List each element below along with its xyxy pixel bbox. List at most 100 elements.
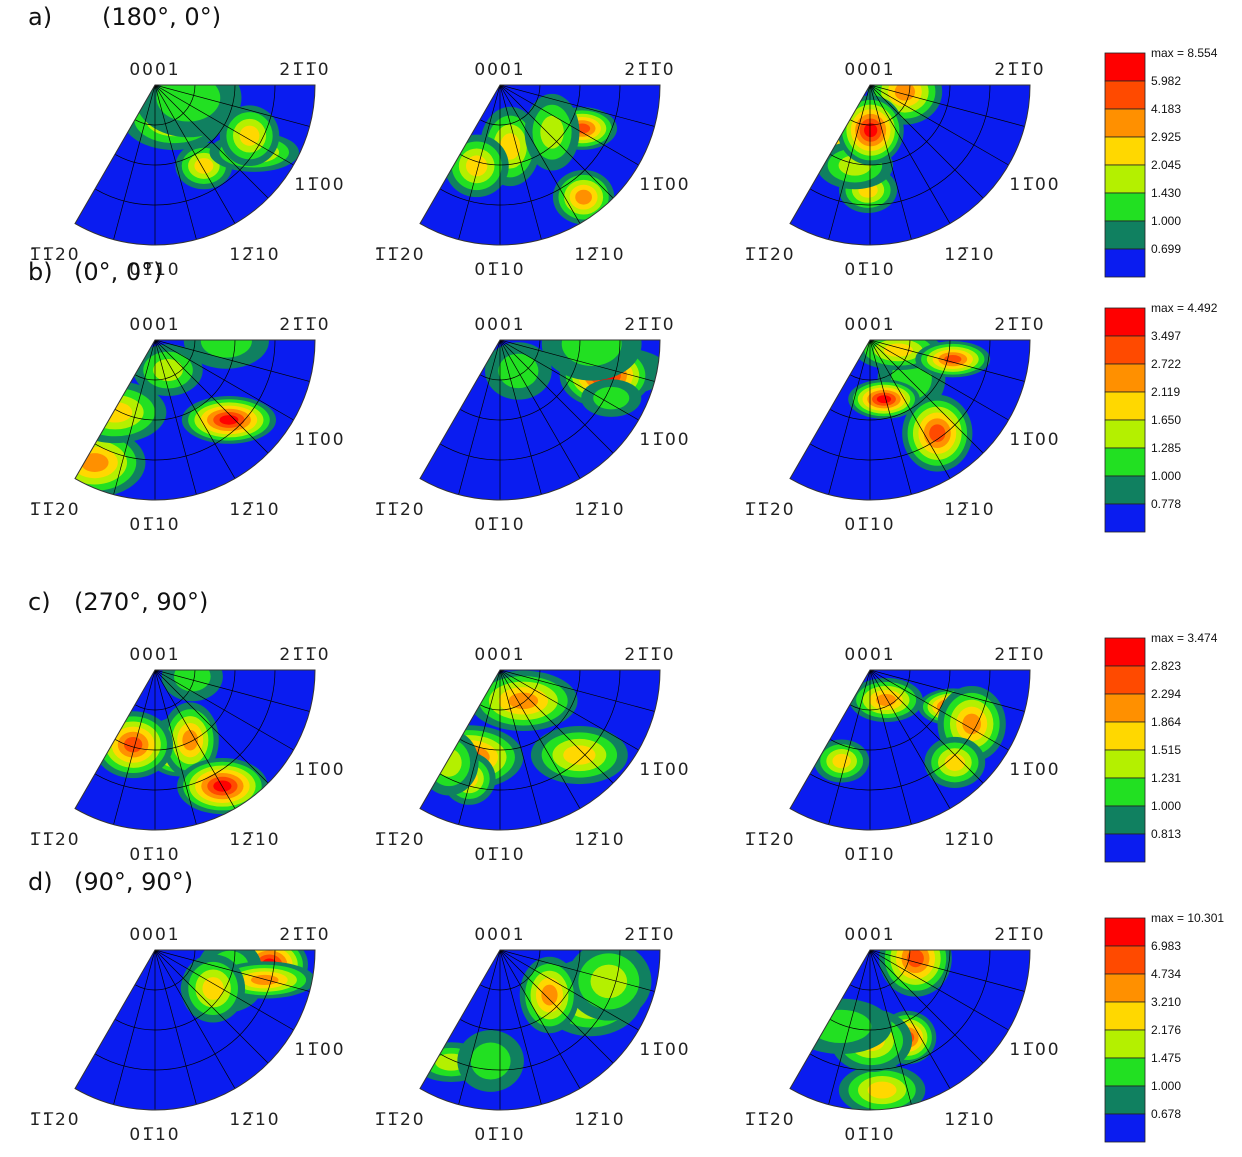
legend-swatch xyxy=(1104,192,1146,222)
pole-label: 11̅00 xyxy=(294,175,345,195)
pole-label: 0001 xyxy=(474,315,525,335)
grid-arc xyxy=(114,340,236,421)
legend-swatch xyxy=(1104,973,1146,1003)
contour xyxy=(470,1042,511,1080)
grid-arc xyxy=(114,670,236,751)
pole-figure xyxy=(75,670,315,830)
legend-swatch xyxy=(1104,363,1146,393)
pole-label: 1̅1̅20 xyxy=(374,245,425,265)
pole-figure xyxy=(790,340,1030,500)
grid-arc xyxy=(479,670,541,711)
pole-label: 12̅10 xyxy=(574,1110,625,1130)
contour xyxy=(864,123,878,138)
legend-level: 4.734 xyxy=(1151,967,1181,981)
grid-arc xyxy=(829,950,951,1031)
pole-label: 0001 xyxy=(129,925,180,945)
contour xyxy=(929,424,946,443)
grid-arc xyxy=(829,85,951,166)
grid-arc xyxy=(459,670,581,751)
pole-label: 21̅1̅0 xyxy=(279,60,330,80)
pole-label: 12̅10 xyxy=(944,500,995,520)
sector-outline xyxy=(419,949,661,1111)
pole-label: 0001 xyxy=(474,925,525,945)
pole-label: 21̅1̅0 xyxy=(279,925,330,945)
legend-swatch xyxy=(1104,1085,1146,1115)
legend-swatch xyxy=(1104,945,1146,975)
contour xyxy=(876,693,897,706)
pole-label: 11̅00 xyxy=(1009,1040,1060,1060)
grid-arc xyxy=(849,85,911,126)
grid-arc xyxy=(829,340,951,421)
grid-arc xyxy=(809,950,991,1071)
pole-label: 21̅1̅0 xyxy=(624,60,675,80)
pole-label: 12̅10 xyxy=(229,245,280,265)
legend-level: 0.699 xyxy=(1151,242,1181,256)
sector-outline xyxy=(74,339,316,501)
pole-label: 11̅00 xyxy=(1009,175,1060,195)
grid-arc xyxy=(809,340,991,461)
row-angles: (180°, 0°) xyxy=(102,3,221,31)
pole-label: 21̅1̅0 xyxy=(624,315,675,335)
legend-level: 1.650 xyxy=(1151,413,1181,427)
pole-label: 11̅00 xyxy=(639,760,690,780)
pole-figure xyxy=(790,950,1030,1110)
legend-level: 2.823 xyxy=(1151,659,1181,673)
contour xyxy=(219,415,239,425)
row-label: b) xyxy=(28,258,53,286)
legend-swatch xyxy=(1104,1113,1146,1143)
pole-label: 1̅1̅20 xyxy=(744,245,795,265)
legend-level: 1.285 xyxy=(1151,441,1181,455)
grid-arc xyxy=(134,340,196,381)
legend-swatch xyxy=(1104,665,1146,695)
pole-label: 01̅10 xyxy=(474,1125,525,1145)
pole-figure xyxy=(75,340,315,500)
legend-level: 2.925 xyxy=(1151,130,1181,144)
pole-figure xyxy=(420,950,660,1110)
grid-arc xyxy=(134,85,196,126)
row-label: a) xyxy=(28,3,52,31)
pole-label: 12̅10 xyxy=(944,830,995,850)
pole-label: 01̅10 xyxy=(474,515,525,535)
contour xyxy=(590,964,628,999)
grid-arc xyxy=(829,670,951,751)
contour xyxy=(561,340,622,366)
pole-label: 1̅1̅20 xyxy=(29,500,80,520)
pole-label: 11̅00 xyxy=(294,1040,345,1060)
legend-level: 2.294 xyxy=(1151,687,1181,701)
pole-label: 12̅10 xyxy=(574,245,625,265)
pole-label: 12̅10 xyxy=(229,1110,280,1130)
legend-swatch xyxy=(1104,136,1146,166)
pole-label: 11̅00 xyxy=(1009,430,1060,450)
pole-label: 01̅10 xyxy=(474,260,525,280)
legend-swatch xyxy=(1104,749,1146,779)
pole-label: 1̅1̅20 xyxy=(29,245,80,265)
pole-label: 12̅10 xyxy=(229,830,280,850)
sector-outline xyxy=(74,669,316,831)
legend-swatch xyxy=(1104,307,1146,337)
legend-level: 1.000 xyxy=(1151,214,1181,228)
contour xyxy=(239,125,260,146)
pole-label: 12̅10 xyxy=(944,245,995,265)
grid-arc xyxy=(459,340,581,421)
pole-label: 21̅1̅0 xyxy=(994,925,1045,945)
contour xyxy=(173,670,211,692)
contour xyxy=(182,729,198,751)
row-label: c) xyxy=(28,588,51,616)
pole-label: 01̅10 xyxy=(129,260,180,280)
pole-label: 01̅10 xyxy=(844,260,895,280)
grid-arc xyxy=(459,85,581,166)
legend-level: 3.497 xyxy=(1151,329,1181,343)
pole-label: 1̅1̅20 xyxy=(29,1110,80,1130)
contour xyxy=(867,1081,897,1099)
sector-outline xyxy=(789,84,1031,246)
legend-swatch xyxy=(1104,777,1146,807)
grid-arc xyxy=(94,950,276,1071)
legend-swatch xyxy=(1104,52,1146,82)
legend-swatch xyxy=(1104,108,1146,138)
legend-swatch xyxy=(1104,833,1146,863)
pole-label: 1̅1̅20 xyxy=(374,830,425,850)
grid-arc xyxy=(134,670,196,711)
legend-level: 1.864 xyxy=(1151,715,1181,729)
legend-level: 0.778 xyxy=(1151,497,1181,511)
